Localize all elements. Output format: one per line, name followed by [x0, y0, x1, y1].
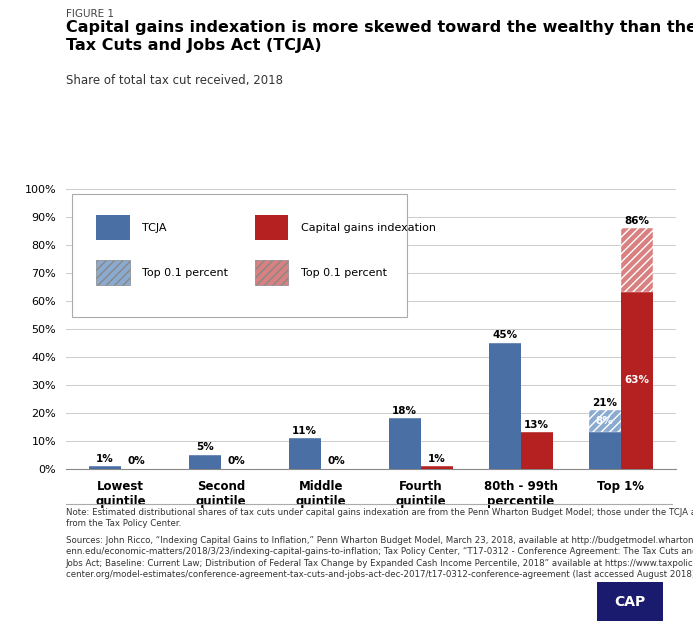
- Text: Capital gains indexation is more skewed toward the wealthy than the
Tax Cuts and: Capital gains indexation is more skewed …: [66, 20, 693, 53]
- Bar: [89, 466, 121, 469]
- Text: 5%: 5%: [196, 442, 213, 452]
- Text: 1%: 1%: [96, 454, 114, 464]
- Bar: [289, 438, 321, 469]
- Text: 8%: 8%: [596, 416, 613, 426]
- Bar: [255, 215, 288, 240]
- Text: 1%: 1%: [428, 454, 446, 464]
- Text: Sources: John Ricco, “Indexing Capital Gains to Inflation,” Penn Wharton Budget : Sources: John Ricco, “Indexing Capital G…: [66, 536, 693, 579]
- Text: Share of total tax cut received, 2018: Share of total tax cut received, 2018: [66, 74, 283, 87]
- Text: 0%: 0%: [328, 457, 346, 466]
- Text: Top 0.1 percent: Top 0.1 percent: [301, 268, 387, 277]
- Bar: [96, 215, 130, 240]
- Bar: [188, 455, 221, 469]
- Bar: [489, 343, 520, 469]
- Bar: [520, 432, 553, 469]
- Bar: [588, 410, 621, 432]
- Text: TCJA: TCJA: [142, 223, 166, 233]
- Text: Top 0.1 percent: Top 0.1 percent: [142, 268, 228, 277]
- Text: 18%: 18%: [392, 406, 417, 416]
- Bar: [621, 228, 653, 292]
- Text: 0%: 0%: [228, 457, 245, 466]
- Text: CAP: CAP: [615, 595, 646, 609]
- Bar: [72, 194, 407, 318]
- Text: 13%: 13%: [524, 420, 550, 430]
- Text: Note: Estimated distributional shares of tax cuts under capital gains indexation: Note: Estimated distributional shares of…: [66, 508, 693, 528]
- Bar: [421, 466, 453, 469]
- Bar: [255, 260, 288, 286]
- Text: Capital gains indexation: Capital gains indexation: [301, 223, 436, 233]
- Text: 11%: 11%: [292, 426, 317, 435]
- Text: 86%: 86%: [624, 216, 649, 226]
- Text: 21%: 21%: [593, 398, 617, 408]
- Text: 0%: 0%: [128, 457, 146, 466]
- Bar: [96, 260, 130, 286]
- Text: FIGURE 1: FIGURE 1: [66, 9, 114, 19]
- Bar: [389, 418, 421, 469]
- Bar: [588, 432, 621, 469]
- Bar: [621, 292, 653, 469]
- Text: 63%: 63%: [624, 376, 649, 386]
- Text: 45%: 45%: [492, 330, 517, 340]
